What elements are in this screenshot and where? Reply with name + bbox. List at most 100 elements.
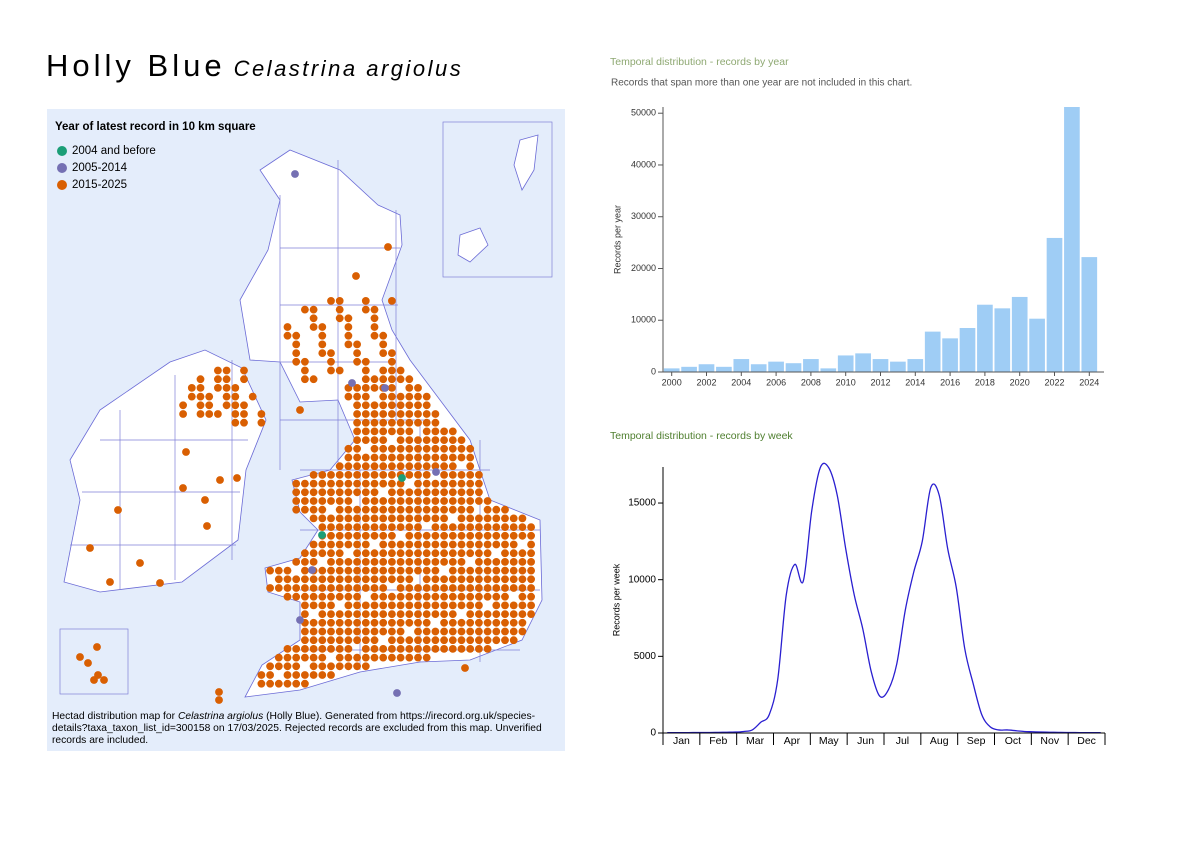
map-dot xyxy=(335,305,344,314)
map-dot xyxy=(457,601,466,610)
map-dot xyxy=(318,488,327,497)
map-dot xyxy=(187,384,196,392)
map-dot xyxy=(309,636,318,645)
map-dot xyxy=(448,575,457,584)
map-dot xyxy=(327,575,335,584)
map-dot xyxy=(318,523,327,531)
map-dot xyxy=(422,514,431,523)
map-dot xyxy=(388,410,396,418)
map-dot xyxy=(475,558,483,566)
map-dot xyxy=(361,558,370,566)
map-dot xyxy=(361,645,370,653)
map-dot xyxy=(492,627,501,636)
map-dot xyxy=(379,497,388,505)
line xyxy=(667,462,1101,734)
map-dot xyxy=(509,540,518,549)
map-dot xyxy=(379,592,388,601)
map-dot xyxy=(327,549,335,558)
map-dot xyxy=(440,453,448,462)
map-dot xyxy=(396,653,405,662)
map-dot xyxy=(361,575,370,584)
map-dot xyxy=(466,505,475,514)
map-dot xyxy=(379,479,388,488)
map-dot xyxy=(309,627,318,636)
map-dot xyxy=(527,558,535,566)
map-dot xyxy=(353,610,361,618)
map-dot xyxy=(388,366,396,375)
map-dot xyxy=(361,297,370,305)
map-dot xyxy=(283,323,292,331)
map-dot xyxy=(466,462,475,471)
map-dot xyxy=(361,610,370,618)
map-dot xyxy=(396,453,405,462)
map-dot xyxy=(422,410,431,418)
map-dot xyxy=(414,436,422,444)
map-dot xyxy=(388,575,396,584)
map-dot xyxy=(388,618,396,627)
map-dot xyxy=(318,340,327,349)
map-dot xyxy=(483,497,492,505)
map-dot xyxy=(405,592,414,601)
map-dot xyxy=(457,558,466,566)
map-dot xyxy=(379,401,388,410)
map-dot xyxy=(396,497,405,505)
map-dot xyxy=(466,444,475,453)
map-dot xyxy=(370,384,379,392)
map-dot xyxy=(492,566,501,575)
map-dot xyxy=(309,314,318,323)
map-dot xyxy=(492,523,501,531)
map-dot xyxy=(327,584,335,592)
map-dot xyxy=(309,601,318,610)
map-dot xyxy=(431,514,440,523)
map-dot xyxy=(353,436,361,444)
map-dot xyxy=(466,610,475,618)
legend-swatch xyxy=(57,163,67,173)
map-dot xyxy=(335,584,344,592)
map-dot xyxy=(422,462,431,471)
map-dot xyxy=(222,375,231,384)
map-dot xyxy=(379,645,388,653)
y-tick-label: 10000 xyxy=(628,574,656,585)
x-tick-label: Nov xyxy=(1040,735,1059,747)
map-dot xyxy=(405,575,414,584)
map-dot xyxy=(396,575,405,584)
map-dot xyxy=(370,497,379,505)
map-dots xyxy=(76,170,535,704)
map-dot xyxy=(422,653,431,662)
map-dot xyxy=(196,401,205,410)
map-dot xyxy=(475,514,483,523)
map-dot xyxy=(370,444,379,453)
map-dot xyxy=(388,444,396,453)
y-tick-label: 50000 xyxy=(631,108,656,118)
map-dot xyxy=(335,636,344,645)
map-dot xyxy=(431,610,440,618)
map-dot xyxy=(353,540,361,549)
map-dot xyxy=(501,505,509,514)
y-tick-label: 30000 xyxy=(631,211,656,221)
map-dot xyxy=(361,418,370,427)
map-dot xyxy=(466,497,475,505)
map-dot xyxy=(440,618,448,627)
map-dot xyxy=(231,384,240,392)
map-dot xyxy=(318,618,327,627)
map-dot xyxy=(448,645,457,653)
map-dot xyxy=(414,384,422,392)
caption-species: Celastrina argiolus xyxy=(177,711,264,722)
map-dot xyxy=(344,471,353,479)
map-dot xyxy=(414,531,422,540)
map-dot xyxy=(257,671,266,679)
map-dot xyxy=(492,514,501,523)
map-dot xyxy=(379,575,388,584)
map-dot xyxy=(266,662,274,671)
map-dot xyxy=(381,384,389,392)
map-dot xyxy=(344,314,353,323)
y-tick-label: 40000 xyxy=(631,159,656,169)
map-dot xyxy=(301,575,309,584)
map-dot xyxy=(414,488,422,497)
map-dot xyxy=(370,401,379,410)
map-dot xyxy=(396,375,405,384)
map-dot xyxy=(240,410,248,418)
map-dot xyxy=(509,575,518,584)
map-dot xyxy=(187,392,196,401)
map-dot xyxy=(440,523,448,531)
